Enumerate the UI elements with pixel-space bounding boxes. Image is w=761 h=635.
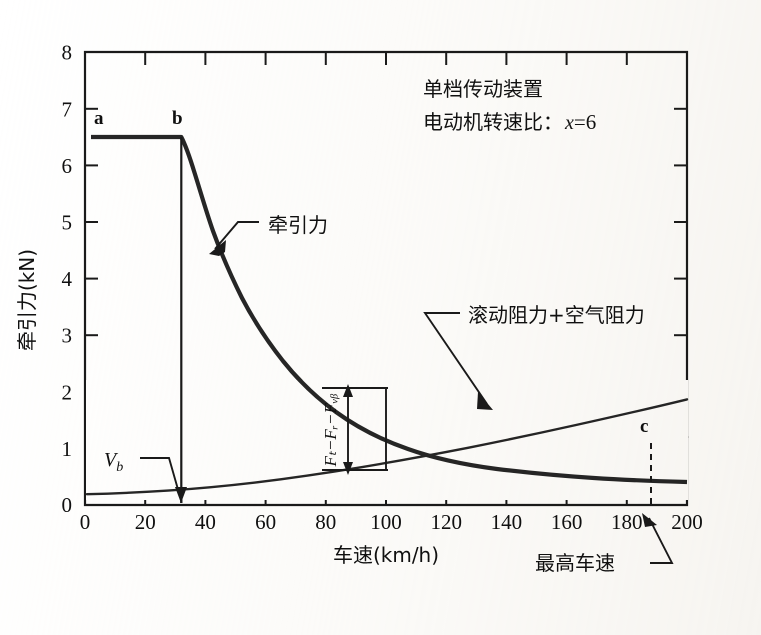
- note-line-2-prefix: 电动机转速比：: [423, 110, 563, 134]
- point-label-a: a: [94, 108, 104, 129]
- y-tick-label: 5: [62, 211, 73, 235]
- x-tick-label: 0: [80, 510, 91, 534]
- x-axis-title: 车速(km/h): [333, 543, 439, 567]
- y-tick-label: 4: [62, 267, 73, 291]
- x-tick-label: 60: [255, 510, 276, 534]
- x-tick-label: 40: [195, 510, 216, 534]
- resistance-label: 滚动阻力+空气阻力: [468, 303, 645, 327]
- note-line-2: 电动机转速比： x=6: [423, 110, 596, 134]
- y-tick-label: 3: [62, 324, 73, 348]
- traction-label-callout: 牵引力: [209, 213, 328, 256]
- traction-label: 牵引力: [268, 213, 328, 237]
- y-tick-label: 2: [62, 380, 73, 404]
- y-tick-labels: 0 1 2 3 4 5 6 7 8: [62, 41, 73, 517]
- base-speed-subscript: b: [116, 460, 123, 475]
- y-tick-label: 0: [62, 493, 73, 517]
- point-label-b: b: [172, 108, 183, 129]
- x-tick-label: 80: [315, 510, 336, 534]
- x-tick-label: 160: [551, 510, 583, 534]
- x-tick-label: 120: [430, 510, 462, 534]
- note-gear-ratio-value: =6: [574, 110, 596, 134]
- x-tick-label: 200: [671, 510, 703, 534]
- note-gear-ratio-variable: x: [564, 112, 574, 134]
- y-tick-label: 1: [62, 437, 73, 461]
- y-axis-title: 牵引力(kN): [15, 249, 39, 351]
- x-tick-label: 140: [491, 510, 523, 534]
- y-tick-label: 8: [62, 41, 73, 65]
- max-speed-label: 最高车速: [535, 551, 615, 575]
- y-tick-label: 7: [62, 97, 73, 121]
- x-tick-label: 20: [135, 510, 156, 534]
- max-speed-arrowhead: [642, 513, 657, 527]
- point-label-c: c: [640, 416, 648, 437]
- note-line-1: 单档传动装置: [423, 77, 543, 101]
- bracket-label: Fₜ−Fᵣ−Fᵥᵦ: [321, 393, 340, 467]
- x-tick-label: 180: [611, 510, 643, 534]
- figure-note: 单档传动装置 电动机转速比： x=6: [423, 77, 596, 134]
- x-tick-label: 100: [370, 510, 402, 534]
- y-tick-label: 6: [62, 154, 73, 178]
- x-tick-labels: 0 20 40 60 80 100 120 140 160 180 200: [80, 510, 703, 534]
